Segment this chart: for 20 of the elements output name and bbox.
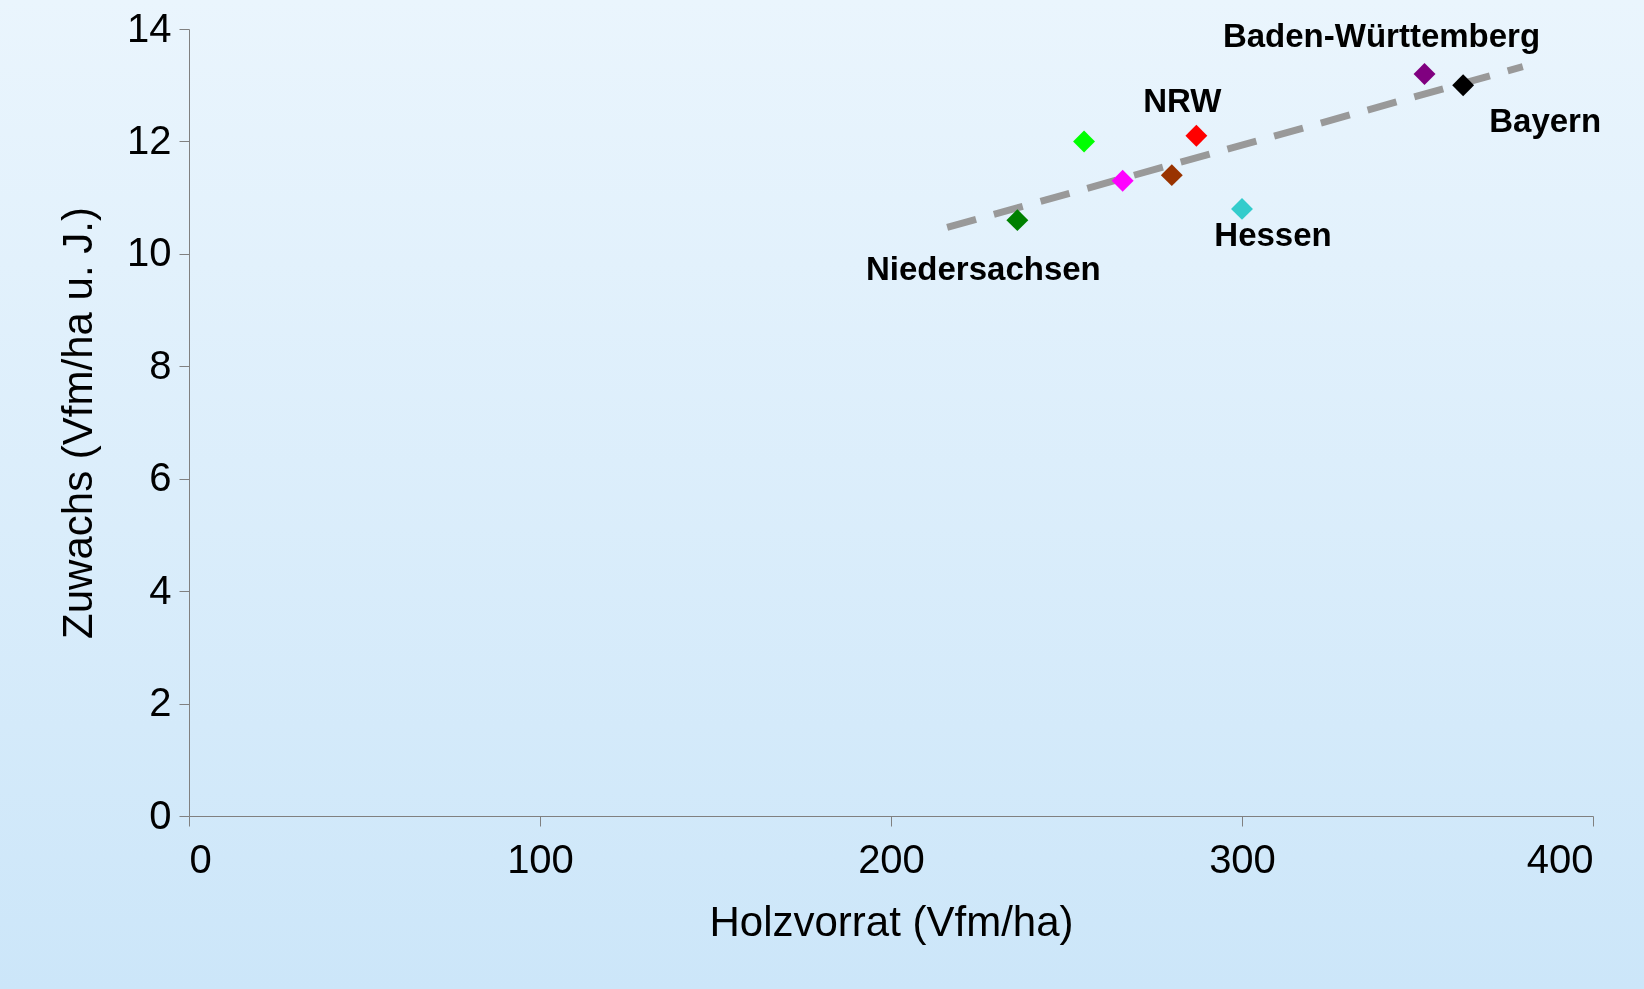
y-tick-label: 4: [149, 567, 172, 612]
x-tick-label: 200: [858, 836, 925, 881]
annotation: Hessen: [1214, 215, 1332, 253]
y-tick-label: 12: [127, 117, 172, 162]
y-tick-label: 14: [127, 5, 172, 50]
y-tick-label: 0: [149, 792, 172, 837]
annotation: Bayern: [1489, 102, 1602, 140]
annotation: NRW: [1143, 81, 1223, 119]
y-tick-label: 8: [149, 342, 172, 387]
x-tick-label: 400: [1526, 836, 1594, 881]
annotation: Baden-Württemberg: [1222, 16, 1541, 54]
annotation: Niedersachsen: [865, 250, 1101, 288]
y-axis-title: Zuwachs (Vfm/ha u. J.): [54, 207, 102, 639]
x-tick-label: 100: [507, 836, 574, 881]
y-tick-label: 2: [149, 680, 172, 725]
y-tick-label: 10: [127, 230, 172, 275]
y-tick-label: 6: [149, 455, 172, 500]
x-tick-label: 0: [189, 836, 212, 881]
x-axis-title: Holzvorrat (Vfm/ha): [709, 897, 1074, 945]
x-tick-label: 300: [1209, 836, 1276, 881]
